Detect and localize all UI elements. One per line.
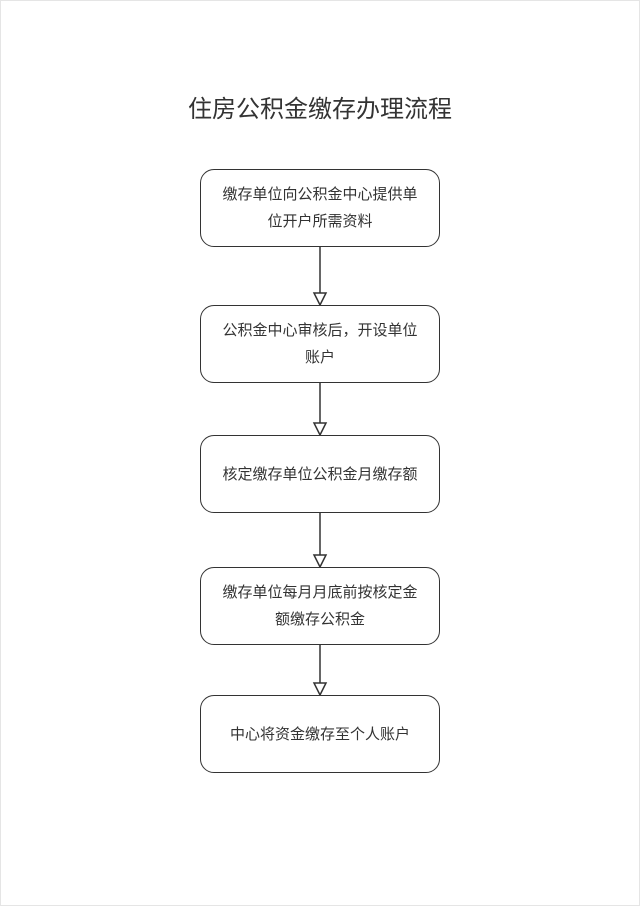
flowchart-node: 缴存单位每月月底前按核定金额缴存公积金 [200,567,440,645]
document-page: 住房公积金缴存办理流程 缴存单位向公积金中心提供单位开户所需资料公积金中心审核后… [0,0,640,906]
flowchart-node: 缴存单位向公积金中心提供单位开户所需资料 [200,169,440,247]
page-title: 住房公积金缴存办理流程 [1,89,639,124]
flowchart-node: 核定缴存单位公积金月缴存额 [200,435,440,513]
flowchart-arrow [308,645,332,695]
flowchart-arrow [308,247,332,305]
flowchart-arrow [308,383,332,435]
flowchart-node: 中心将资金缴存至个人账户 [200,695,440,773]
flowchart-node: 公积金中心审核后，开设单位账户 [200,305,440,383]
flowchart-arrow [308,513,332,567]
